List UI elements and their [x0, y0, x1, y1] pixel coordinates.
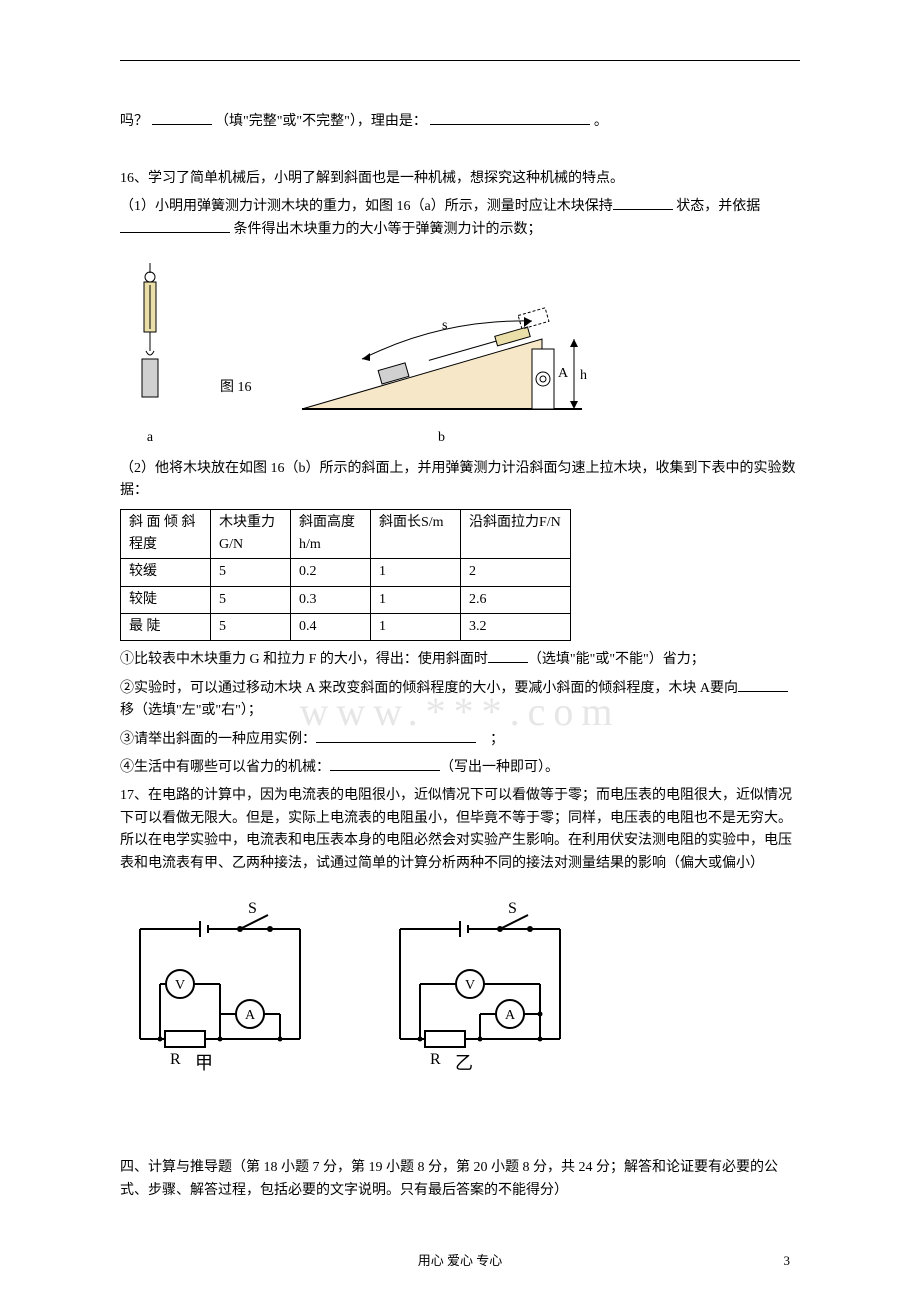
- incline-A-label: A: [558, 366, 569, 381]
- incline-h-label: h: [580, 368, 587, 383]
- s4a: ④生活中有哪些可以省力的机械：: [120, 760, 330, 775]
- spring-balance-svg: [120, 259, 180, 419]
- td: 1: [371, 586, 461, 613]
- table-row: 最 陡 5 0.4 1 3.2: [121, 614, 571, 641]
- s4-blank: [330, 757, 440, 771]
- q16-s4: ④生活中有哪些可以省力的机械： （写出一种即可）。: [120, 757, 800, 779]
- td: 1: [371, 614, 461, 641]
- td: 0.2: [291, 559, 371, 586]
- circuit-jia: S V A R 甲: [120, 899, 320, 1074]
- s3b: ；: [490, 732, 504, 747]
- figure-16b: A s: [292, 299, 592, 450]
- s4b: （写出一种即可）。: [440, 760, 559, 775]
- q15-text-a: 吗？: [120, 114, 148, 129]
- figure-16-row: a 图 16 A: [120, 259, 800, 450]
- fig-b-label: b: [292, 427, 592, 449]
- top-rule: [120, 60, 800, 61]
- s3a: ③请举出斜面的一种应用实例：: [120, 732, 316, 747]
- jia-label: 甲: [195, 1053, 213, 1073]
- th-1: 木块重力G/N: [211, 509, 291, 559]
- circuit-row: S V A R 甲: [120, 899, 800, 1074]
- s3-blank: [316, 729, 476, 743]
- th-2: 斜面高度h/m: [291, 509, 371, 559]
- page-number: 3: [784, 1251, 791, 1272]
- s2a: ②实验时，可以通过移动木块 A 来改变斜面的倾斜程度的大小，要减小斜面的倾斜程度…: [120, 681, 738, 696]
- td: 2: [461, 559, 571, 586]
- table-row: 较缓 5 0.2 1 2: [121, 559, 571, 586]
- q16-lead: 16、学习了简单机械后，小明了解到斜面也是一种机械，想探究这种机械的特点。: [120, 168, 800, 190]
- incline-s-label: s: [442, 318, 447, 333]
- td: 最 陡: [121, 614, 211, 641]
- section-4: 四、计算与推导题（第 18 小题 7 分，第 19 小题 8 分，第 20 小题…: [120, 1157, 800, 1202]
- v-label-yi: V: [465, 978, 475, 993]
- q17-text: 17、在电路的计算中，因为电流表的电阻很小，近似情况下可以看做等于零；而电压表的…: [120, 785, 800, 875]
- q16-s3: ③请举出斜面的一种应用实例： ；: [120, 729, 800, 751]
- td: 0.3: [291, 586, 371, 613]
- table-header-row: 斜 面 倾 斜程度 木块重力G/N 斜面高度h/m 斜面长S/m 沿斜面拉力F/…: [121, 509, 571, 559]
- r-label-yi: R: [430, 1051, 441, 1068]
- fig16-caption: 图 16: [220, 377, 252, 449]
- a-label-jia: A: [245, 1008, 256, 1023]
- td: 较缓: [121, 559, 211, 586]
- a-label-yi: A: [505, 1008, 516, 1023]
- v-label-jia: V: [175, 978, 185, 993]
- q16-p1b: 状态，并依据: [673, 199, 761, 214]
- q15-tail: 吗？ （填"完整"或"不完整"），理由是： 。: [120, 111, 800, 133]
- th-3: 斜面长S/m: [371, 509, 461, 559]
- q16-data-table: 斜 面 倾 斜程度 木块重力G/N 斜面高度h/m 斜面长S/m 沿斜面拉力F/…: [120, 509, 571, 642]
- td: 较陡: [121, 586, 211, 613]
- th-4: 沿斜面拉力F/N: [461, 509, 571, 559]
- q15-blank-1: [152, 111, 212, 125]
- q16-p1a: （1）小明用弹簧测力计测木块的重力，如图 16（a）所示，测量时应让木块保持: [120, 199, 613, 214]
- td: 2.6: [461, 586, 571, 613]
- th-0: 斜 面 倾 斜程度: [121, 509, 211, 559]
- fig-a-label: a: [120, 427, 180, 449]
- td: 5: [211, 586, 291, 613]
- s2b: 移（选填"左"或"右"）；: [120, 703, 262, 718]
- yi-label: 乙: [455, 1053, 473, 1073]
- circuit-yi: S V A R 乙: [380, 899, 580, 1074]
- s2-blank: [738, 678, 788, 692]
- td: 3.2: [461, 614, 571, 641]
- td: 5: [211, 614, 291, 641]
- table-row: 较陡 5 0.3 1 2.6: [121, 586, 571, 613]
- q16-p1: （1）小明用弹簧测力计测木块的重力，如图 16（a）所示，测量时应让木块保持 状…: [120, 196, 800, 241]
- incline-svg: A s: [292, 299, 592, 419]
- footer-text: 用心 爱心 专心: [0, 1251, 920, 1272]
- s-label-yi: S: [508, 900, 517, 917]
- q16-blank-cond: [120, 219, 230, 233]
- q15-text-b: （填"完整"或"不完整"），理由是：: [215, 114, 427, 129]
- q16-p1c: 条件得出木块重力的大小等于弹簧测力计的示数；: [230, 222, 542, 237]
- q15-period: 。: [594, 114, 608, 129]
- q16-blank-state: [613, 196, 673, 210]
- td: 0.4: [291, 614, 371, 641]
- s1b: （选填"能"或"不能"）省力；: [528, 652, 705, 667]
- s1-blank: [488, 649, 528, 663]
- figure-16a: a: [120, 259, 180, 450]
- q16-s1: ①比较表中木块重力 G 和拉力 F 的大小，得出：使用斜面时 （选填"能"或"不能…: [120, 649, 800, 671]
- s-label-jia: S: [248, 900, 257, 917]
- q16-s2: ②实验时，可以通过移动木块 A 来改变斜面的倾斜程度的大小，要减小斜面的倾斜程度…: [120, 678, 800, 723]
- q15-blank-2: [430, 111, 590, 125]
- td: 5: [211, 559, 291, 586]
- q16-p2: （2）他将木块放在如图 16（b）所示的斜面上，并用弹簧测力计沿斜面匀速上拉木块…: [120, 458, 800, 503]
- s1a: ①比较表中木块重力 G 和拉力 F 的大小，得出：使用斜面时: [120, 652, 488, 667]
- r-label-jia: R: [170, 1051, 181, 1068]
- td: 1: [371, 559, 461, 586]
